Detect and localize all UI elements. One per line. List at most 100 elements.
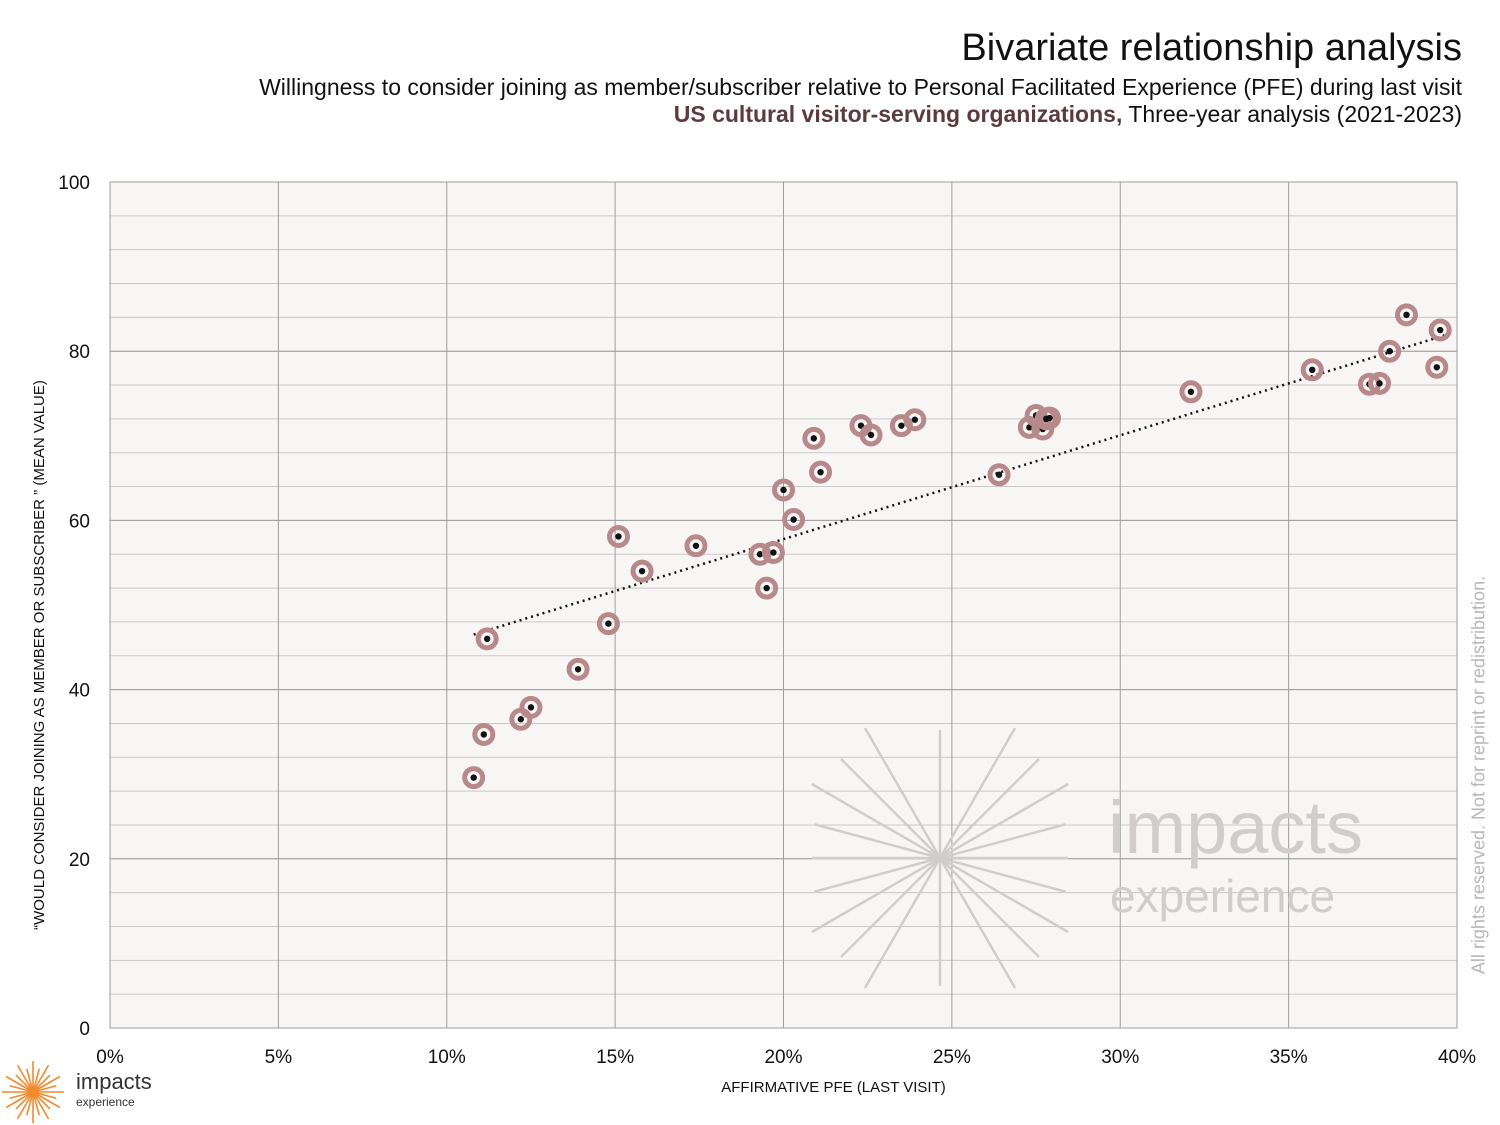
data-point <box>596 612 620 636</box>
data-point-center <box>483 635 491 643</box>
x-axis-ticks: 0% 5% 10% 15% 20% 25% 30% 35% 40% <box>96 1047 1476 1068</box>
data-point-center <box>763 584 770 592</box>
data-point-halo <box>462 766 486 790</box>
data-point <box>1300 358 1324 382</box>
data-point-halo <box>630 559 654 583</box>
data-point-halo <box>1368 371 1392 395</box>
data-point-center <box>867 431 875 439</box>
data-point-halo <box>1378 339 1402 363</box>
data-point-halo <box>748 542 772 566</box>
y-tick-label: 100 <box>58 173 90 194</box>
data-point-halo <box>761 541 785 565</box>
y-tick-label: 20 <box>69 850 90 871</box>
watermark-star-icon <box>811 727 1069 989</box>
data-point <box>809 460 833 484</box>
data-point-center <box>1308 366 1316 374</box>
data-point-halo <box>519 695 543 719</box>
watermark-logo: impacts experience <box>811 727 1363 989</box>
data-point <box>802 426 826 450</box>
data-point-halo <box>802 426 826 450</box>
data-point-halo <box>809 460 833 484</box>
x-tick-label: 15% <box>596 1047 634 1068</box>
data-point-center <box>911 416 919 423</box>
data-point-halo <box>684 534 708 558</box>
data-point <box>748 542 772 566</box>
data-point-halo <box>782 508 806 532</box>
data-point-halo <box>475 627 499 651</box>
data-point-center <box>638 567 646 575</box>
data-point <box>1394 303 1418 327</box>
data-point-center <box>692 542 700 549</box>
data-point <box>1425 355 1449 379</box>
watermark-spoke <box>840 758 1040 958</box>
data-point <box>462 766 486 790</box>
x-tick-label: 20% <box>764 1047 802 1068</box>
x-tick-label: 35% <box>1270 1047 1308 1068</box>
data-point <box>684 534 708 558</box>
brand-subname: experience <box>76 1095 135 1109</box>
data-point-halo <box>596 612 620 636</box>
data-point-center <box>756 551 764 558</box>
data-point <box>859 423 883 447</box>
data-point <box>903 408 927 432</box>
x-tick-label: 0% <box>96 1047 124 1068</box>
x-tick-label: 5% <box>265 1047 293 1068</box>
x-tick-label: 25% <box>933 1047 971 1068</box>
data-point <box>472 722 496 746</box>
y-tick-label: 60 <box>69 511 90 532</box>
data-point-center <box>1386 348 1393 355</box>
x-tick-label: 10% <box>428 1047 466 1068</box>
y-axis-title: “WOULD CONSIDER JOINING AS MEMBER OR SUB… <box>31 380 48 930</box>
data-point <box>782 508 806 532</box>
brand-name: impacts <box>76 1069 152 1094</box>
data-point <box>755 576 779 600</box>
data-point-center <box>1403 311 1410 319</box>
data-point <box>630 559 654 583</box>
data-point <box>606 524 630 548</box>
copyright-notice: All rights reserved. Not for reprint or … <box>1468 575 1489 975</box>
burst-spoke <box>9 1085 57 1099</box>
data-point <box>1038 406 1062 430</box>
data-point-center <box>995 471 1003 478</box>
watermark-text-experience: experience <box>1110 870 1335 922</box>
data-point <box>1179 380 1203 404</box>
data-point-halo <box>987 463 1011 487</box>
data-point-center <box>615 533 622 540</box>
data-point-center <box>517 716 525 723</box>
data-point-halo <box>566 657 590 681</box>
data-point <box>987 463 1011 487</box>
x-tick-label: 30% <box>1101 1047 1139 1068</box>
data-point-center <box>470 774 477 781</box>
data-point-halo <box>472 722 496 746</box>
y-axis-ticks: 0 20 40 60 80 100 <box>58 173 90 1040</box>
data-point-halo <box>1038 406 1062 430</box>
y-tick-label: 80 <box>69 342 90 363</box>
data-point <box>519 695 543 719</box>
chart-subtitle: Willingness to consider joining as membe… <box>259 74 1462 100</box>
data-point-halo <box>1425 355 1449 379</box>
data-point-center <box>1436 326 1444 334</box>
sun-burst-icon <box>2 1061 64 1123</box>
data-point-halo <box>903 408 927 432</box>
data-point <box>1428 318 1452 342</box>
data-point-halo <box>1428 318 1452 342</box>
data-point-halo <box>772 478 795 502</box>
data-point-center <box>1046 414 1053 422</box>
watermark-text-impacts: impacts <box>1108 786 1363 869</box>
data-point <box>772 478 795 502</box>
data-point-center <box>480 731 487 738</box>
data-point-center <box>817 468 824 476</box>
data-point <box>475 627 499 651</box>
data-point-center <box>1376 380 1383 387</box>
data-point <box>566 657 590 681</box>
major-gridlines <box>109 181 1458 1029</box>
data-point-halo <box>606 524 630 548</box>
data-point-center <box>574 666 582 673</box>
x-tick-label: 40% <box>1438 1047 1476 1068</box>
y-tick-label: 0 <box>79 1019 90 1040</box>
data-point-halo <box>1394 303 1418 327</box>
data-point-center <box>527 704 535 711</box>
y-tick-label: 40 <box>69 681 90 702</box>
subtitle-accent: US cultural visitor-serving organization… <box>673 101 1123 127</box>
